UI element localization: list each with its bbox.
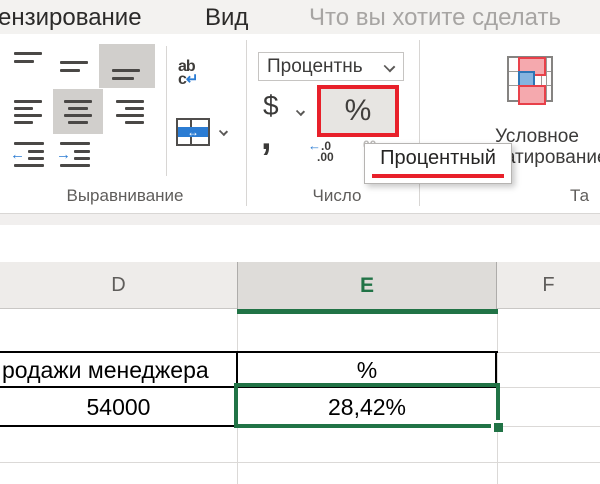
chevron-down-icon bbox=[383, 60, 396, 73]
column-header-d[interactable]: D bbox=[111, 274, 126, 296]
active-cell-selection-border bbox=[234, 383, 500, 428]
align-middle-button[interactable] bbox=[52, 45, 98, 87]
align-middle-icon bbox=[60, 52, 90, 80]
percent-style-annotation-box: % bbox=[317, 85, 399, 137]
align-top-icon bbox=[14, 52, 44, 80]
align-left-button[interactable] bbox=[6, 90, 52, 134]
align-top-button[interactable] bbox=[6, 45, 52, 87]
table-border bbox=[495, 351, 497, 388]
gridline-horizontal bbox=[0, 462, 600, 463]
increase-indent-button[interactable]: → bbox=[56, 140, 96, 170]
conditional-formatting-button[interactable] bbox=[507, 56, 553, 105]
align-bottom-button[interactable] bbox=[99, 44, 155, 88]
decrease-decimal-button[interactable]: ←.0 .00 bbox=[308, 138, 334, 164]
decrease-indent-button[interactable]: ← bbox=[10, 140, 50, 170]
tooltip-text: Процентный bbox=[380, 147, 496, 169]
number-format-value: Процентнь bbox=[267, 55, 363, 77]
group-divider bbox=[419, 40, 420, 206]
align-center-button[interactable] bbox=[53, 89, 103, 134]
align-right-button[interactable] bbox=[104, 90, 154, 134]
tooltip-percent-format: Процентный bbox=[364, 143, 512, 184]
accounting-format-button[interactable]: $ bbox=[263, 90, 279, 121]
wrap-text-button[interactable]: ab c↵ bbox=[178, 58, 218, 96]
ribbon-bottom-strip bbox=[0, 213, 600, 225]
merge-center-button[interactable]: ↔ bbox=[176, 118, 214, 148]
percent-style-button[interactable]: % bbox=[344, 94, 372, 127]
merge-center-icon: ↔ bbox=[176, 118, 210, 146]
decrease-indent-icon: ← bbox=[10, 140, 46, 170]
column-header-e-selected[interactable]: E bbox=[237, 262, 497, 309]
accounting-dropdown-chevron-icon[interactable] bbox=[295, 106, 306, 117]
cell-e-value-active[interactable]: 28,42% bbox=[327, 394, 406, 420]
number-format-dropdown[interactable]: Процентнь bbox=[258, 52, 404, 81]
selected-column-underline bbox=[237, 309, 498, 314]
table-border bbox=[236, 351, 238, 388]
ribbon-tab-bar bbox=[0, 0, 600, 34]
increase-indent-icon: → bbox=[56, 140, 92, 170]
cell-d-value[interactable]: 54000 bbox=[86, 394, 151, 420]
wrap-text-icon: ab c↵ bbox=[178, 58, 198, 88]
next-group-label-partial: Та bbox=[570, 186, 590, 205]
column-header-f[interactable]: F bbox=[542, 274, 555, 296]
fill-handle[interactable] bbox=[494, 423, 503, 432]
table-border bbox=[0, 386, 498, 388]
cell-e-header-text[interactable]: % bbox=[356, 357, 378, 383]
align-left-icon bbox=[14, 100, 44, 124]
conditional-formatting-label-line1: Условное bbox=[495, 126, 579, 147]
tell-me-box[interactable]: Что вы хотите сделать bbox=[309, 4, 561, 31]
comma-style-button[interactable]: , bbox=[261, 116, 272, 158]
align-bottom-icon bbox=[112, 52, 142, 80]
table-border bbox=[0, 425, 238, 427]
align-center-icon bbox=[63, 99, 93, 124]
tab-view[interactable]: Вид bbox=[205, 4, 249, 31]
alignment-group-label: Выравнивание bbox=[66, 186, 184, 205]
merge-center-dropdown-chevron-icon[interactable] bbox=[218, 126, 229, 137]
annotation-tooltip-underline bbox=[372, 174, 504, 178]
number-group-label: Число bbox=[312, 186, 362, 205]
conditional-formatting-icon bbox=[507, 56, 553, 105]
alignment-inner-divider bbox=[166, 46, 167, 176]
tab-review-partial[interactable]: ензирование bbox=[0, 4, 142, 31]
align-right-icon bbox=[114, 100, 144, 124]
cell-d-header-text[interactable]: родажи менеджера bbox=[2, 357, 209, 383]
group-divider bbox=[246, 40, 247, 206]
table-border bbox=[0, 351, 498, 353]
